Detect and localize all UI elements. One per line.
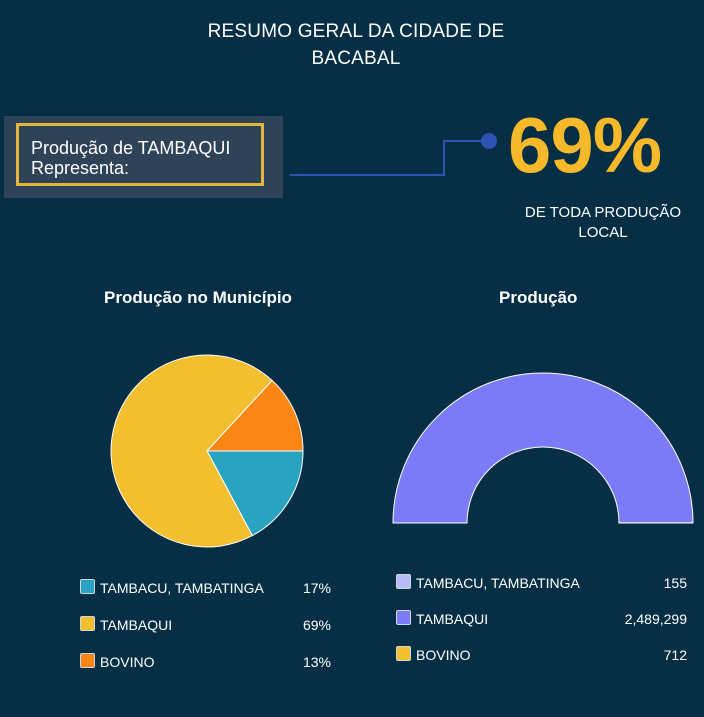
donut-legend-label: BOVINO bbox=[416, 647, 471, 663]
page-title-line-1: RESUMO GERAL DA CIDADE DE bbox=[207, 21, 505, 42]
pie-legend-value: 13% bbox=[302, 654, 331, 670]
donut-legend-label: TAMBAQUI bbox=[416, 611, 489, 627]
pie-slice-1[interactable] bbox=[206, 450, 304, 537]
highlight-percent: 69% bbox=[508, 101, 662, 189]
callout-frame: Produção de TAMBAQUI Representa: bbox=[16, 123, 264, 186]
donut-legend-swatch bbox=[396, 610, 411, 625]
donut-legend-value: 712 bbox=[663, 647, 687, 663]
connector-dot bbox=[481, 133, 497, 149]
pie-legend-item[interactable]: TAMBACU, TAMBATINGA 17% bbox=[80, 578, 331, 598]
callout-box: Produção de TAMBAQUI Representa: bbox=[4, 116, 283, 198]
pie-legend-label: BOVINO bbox=[100, 654, 155, 670]
highlight-caption-line-2: LOCAL bbox=[578, 224, 628, 241]
donut-legend-item[interactable]: BOVINO 712 bbox=[396, 645, 687, 665]
donut-legend-swatch bbox=[396, 646, 411, 661]
donut-legend-value: 155 bbox=[663, 575, 687, 591]
pie-legend-value: 17% bbox=[302, 580, 331, 596]
highlight-caption: DE TODA PRODUÇÃO LOCAL bbox=[505, 203, 701, 243]
callout-line-1: Produção de TAMBAQUI bbox=[31, 138, 231, 158]
pie-chart bbox=[110, 354, 304, 548]
pie-legend-swatch bbox=[80, 579, 95, 594]
half-donut-chart bbox=[392, 372, 694, 524]
donut-legend-swatch bbox=[396, 574, 411, 589]
donut-chart-title: Produção bbox=[499, 288, 578, 307]
pie-legend-item[interactable]: TAMBAQUI 69% bbox=[80, 615, 331, 635]
pie-legend-label: TAMBAQUI bbox=[100, 617, 173, 633]
callout-line-2: Representa: bbox=[31, 158, 130, 178]
pie-slice-2[interactable] bbox=[110, 354, 273, 548]
page-title: RESUMO GERAL DA CIDADE DE BACABAL bbox=[0, 18, 704, 72]
pie-legend-item[interactable]: BOVINO 13% bbox=[80, 652, 331, 672]
pie-legend-swatch bbox=[80, 616, 95, 631]
donut-legend-label: TAMBACU, TAMBATINGA bbox=[416, 575, 580, 591]
donut-segment-2[interactable] bbox=[392, 372, 694, 524]
pie-legend-swatch bbox=[80, 653, 95, 668]
page-title-line-2: BACABAL bbox=[311, 48, 401, 69]
pie-chart-title: Produção no Município bbox=[104, 288, 292, 307]
pie-legend-value: 69% bbox=[302, 617, 331, 633]
pie-legend-label: TAMBACU, TAMBATINGA bbox=[100, 580, 264, 596]
donut-legend-value: 2,489,299 bbox=[624, 611, 687, 627]
donut-legend-item[interactable]: TAMBAQUI 2,489,299 bbox=[396, 609, 687, 629]
pie-slice-3[interactable] bbox=[205, 379, 304, 452]
donut-legend-item[interactable]: TAMBACU, TAMBATINGA 155 bbox=[396, 573, 687, 593]
highlight-caption-line-1: DE TODA PRODUÇÃO bbox=[524, 204, 682, 221]
